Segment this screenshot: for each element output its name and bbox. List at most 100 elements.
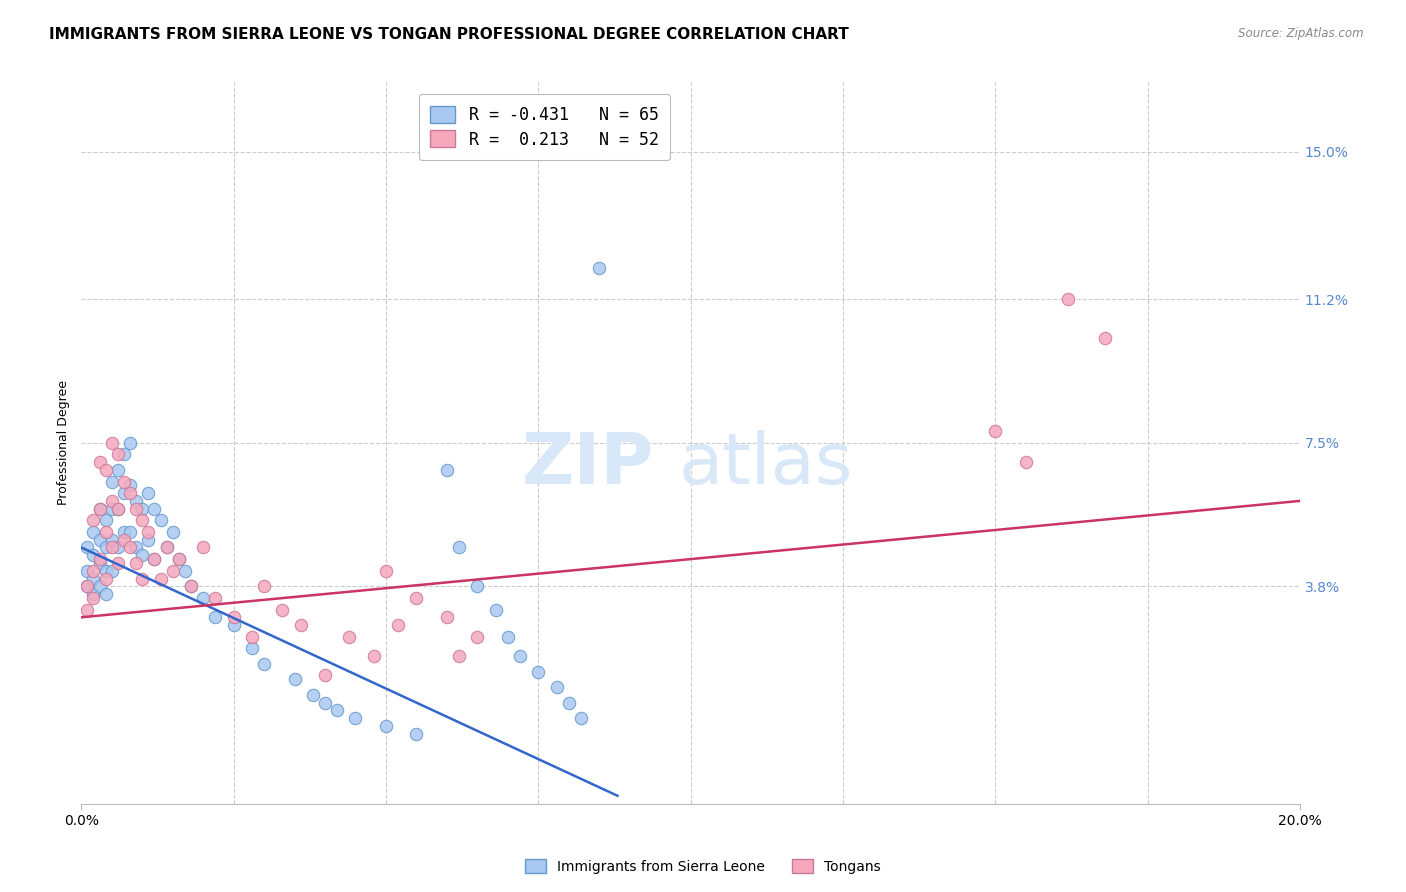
Point [1015, 455, 1038, 469]
Point [527, 665, 550, 679]
Point [191, 591, 214, 605]
Point [136, 533, 159, 547]
Point [467, 630, 489, 644]
Point [162, 564, 184, 578]
Point [449, 649, 471, 664]
Point [118, 478, 141, 492]
Point [271, 602, 294, 616]
Point [180, 579, 202, 593]
Point [112, 447, 135, 461]
Point [363, 649, 385, 664]
Legend: R = -0.431   N = 65, R =  0.213   N = 52: R = -0.431 N = 65, R = 0.213 N = 52 [419, 94, 671, 161]
Y-axis label: Professional Degree: Professional Degree [58, 380, 70, 505]
Point [375, 719, 398, 733]
Point [82, 591, 104, 605]
Point [290, 618, 312, 632]
Point [136, 524, 159, 539]
Point [204, 591, 226, 605]
Point [100, 494, 122, 508]
Point [94, 541, 117, 555]
Point [162, 524, 184, 539]
Point [485, 602, 508, 616]
Point [240, 630, 263, 644]
Point [94, 463, 117, 477]
Point [82, 587, 104, 601]
Point [112, 486, 135, 500]
Text: Source: ZipAtlas.com: Source: ZipAtlas.com [1239, 27, 1364, 40]
Point [100, 501, 122, 516]
Point [94, 572, 117, 586]
Point [436, 610, 458, 624]
Point [240, 641, 263, 656]
Point [222, 610, 245, 624]
Point [558, 696, 581, 710]
Point [149, 572, 172, 586]
Point [131, 548, 153, 562]
Point [76, 541, 98, 555]
Point [89, 556, 111, 570]
Point [76, 579, 98, 593]
Point [436, 463, 458, 477]
Point [112, 475, 135, 489]
Point [405, 727, 427, 741]
Point [984, 424, 1007, 438]
Point [143, 501, 166, 516]
Point [314, 696, 336, 710]
Point [82, 548, 104, 562]
Point [387, 618, 409, 632]
Point [76, 564, 98, 578]
Point [107, 463, 129, 477]
Point [405, 591, 427, 605]
Point [76, 579, 98, 593]
Point [82, 564, 104, 578]
Point [82, 572, 104, 586]
Point [107, 501, 129, 516]
Point [253, 579, 276, 593]
Legend: Immigrants from Sierra Leone, Tongans: Immigrants from Sierra Leone, Tongans [517, 852, 889, 880]
Point [496, 630, 519, 644]
Point [326, 703, 349, 717]
Point [143, 552, 166, 566]
Point [222, 618, 245, 632]
Point [143, 552, 166, 566]
Point [344, 711, 367, 725]
Point [136, 486, 159, 500]
Point [131, 572, 153, 586]
Point [284, 673, 307, 687]
Point [191, 541, 214, 555]
Point [100, 435, 122, 450]
Point [546, 680, 568, 694]
Point [107, 541, 129, 555]
Point [100, 541, 122, 555]
Point [107, 447, 129, 461]
Point [100, 475, 122, 489]
Point [107, 501, 129, 516]
Point [76, 602, 98, 616]
Point [107, 556, 129, 570]
Point [112, 533, 135, 547]
Point [89, 455, 111, 469]
Point [314, 668, 336, 682]
Point [100, 533, 122, 547]
Point [82, 524, 104, 539]
Point [100, 564, 122, 578]
Point [125, 501, 148, 516]
Point [131, 513, 153, 527]
Point [94, 587, 117, 601]
Point [375, 564, 398, 578]
Point [118, 541, 141, 555]
Point [1057, 292, 1080, 306]
Point [339, 630, 361, 644]
Point [155, 541, 177, 555]
Point [180, 579, 202, 593]
Point [118, 486, 141, 500]
Point [1094, 331, 1116, 345]
Point [131, 501, 153, 516]
Text: ZIP: ZIP [522, 430, 654, 499]
Point [302, 688, 325, 702]
Point [149, 513, 172, 527]
Text: IMMIGRANTS FROM SIERRA LEONE VS TONGAN PROFESSIONAL DEGREE CORRELATION CHART: IMMIGRANTS FROM SIERRA LEONE VS TONGAN P… [49, 27, 849, 42]
Point [118, 524, 141, 539]
Point [89, 552, 111, 566]
Point [89, 501, 111, 516]
